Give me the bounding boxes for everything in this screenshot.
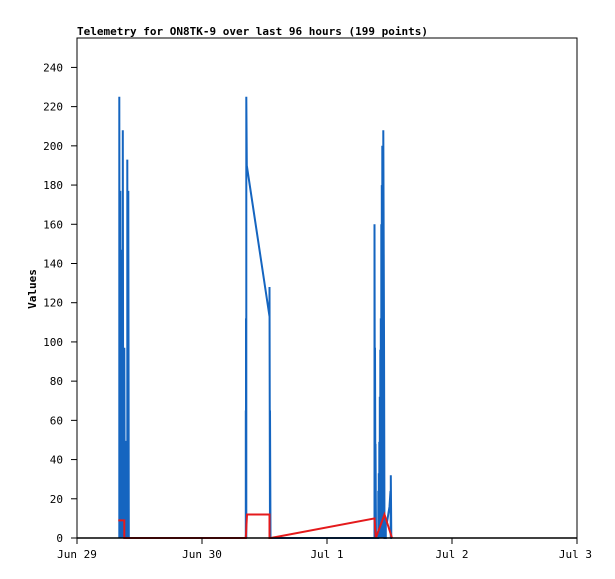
x-tick-label: Jul 1 — [310, 548, 343, 561]
y-tick-label: 40 — [50, 454, 63, 467]
plot-frame — [76, 37, 578, 539]
x-tick-label: Jun 30 — [182, 548, 222, 561]
y-tick-label: 120 — [43, 297, 63, 310]
axis-layer: 0 20 40 60 80 100 120 140 160 180 200 220 240 Jun 29 J… — [43, 61, 592, 561]
y-tick-label: 220 — [43, 101, 63, 114]
y-tick-label: 20 — [50, 493, 63, 506]
y-tick-label: 140 — [43, 257, 63, 270]
y-tick-label: 60 — [50, 414, 63, 427]
y-axis-label: Values — [26, 269, 39, 309]
y-tick-label: 0 — [56, 532, 63, 545]
y-tick-label: 100 — [43, 336, 63, 349]
y-tick-label: 80 — [50, 375, 63, 388]
x-tick-label: Jul 3 — [559, 548, 592, 561]
x-tick-label: Jul 2 — [435, 548, 468, 561]
series-line-2 — [118, 511, 393, 539]
x-tick-label: Jun 29 — [57, 548, 97, 561]
chart-title: Telemetry for ON8TK-9 over last 96 hours… — [77, 25, 428, 38]
y-tick-label: 180 — [43, 179, 63, 192]
y-tick-label: 160 — [43, 218, 63, 231]
y-tick-label: 200 — [43, 140, 63, 153]
y-tick-label: 240 — [43, 61, 63, 74]
series-line-1 — [118, 96, 393, 539]
